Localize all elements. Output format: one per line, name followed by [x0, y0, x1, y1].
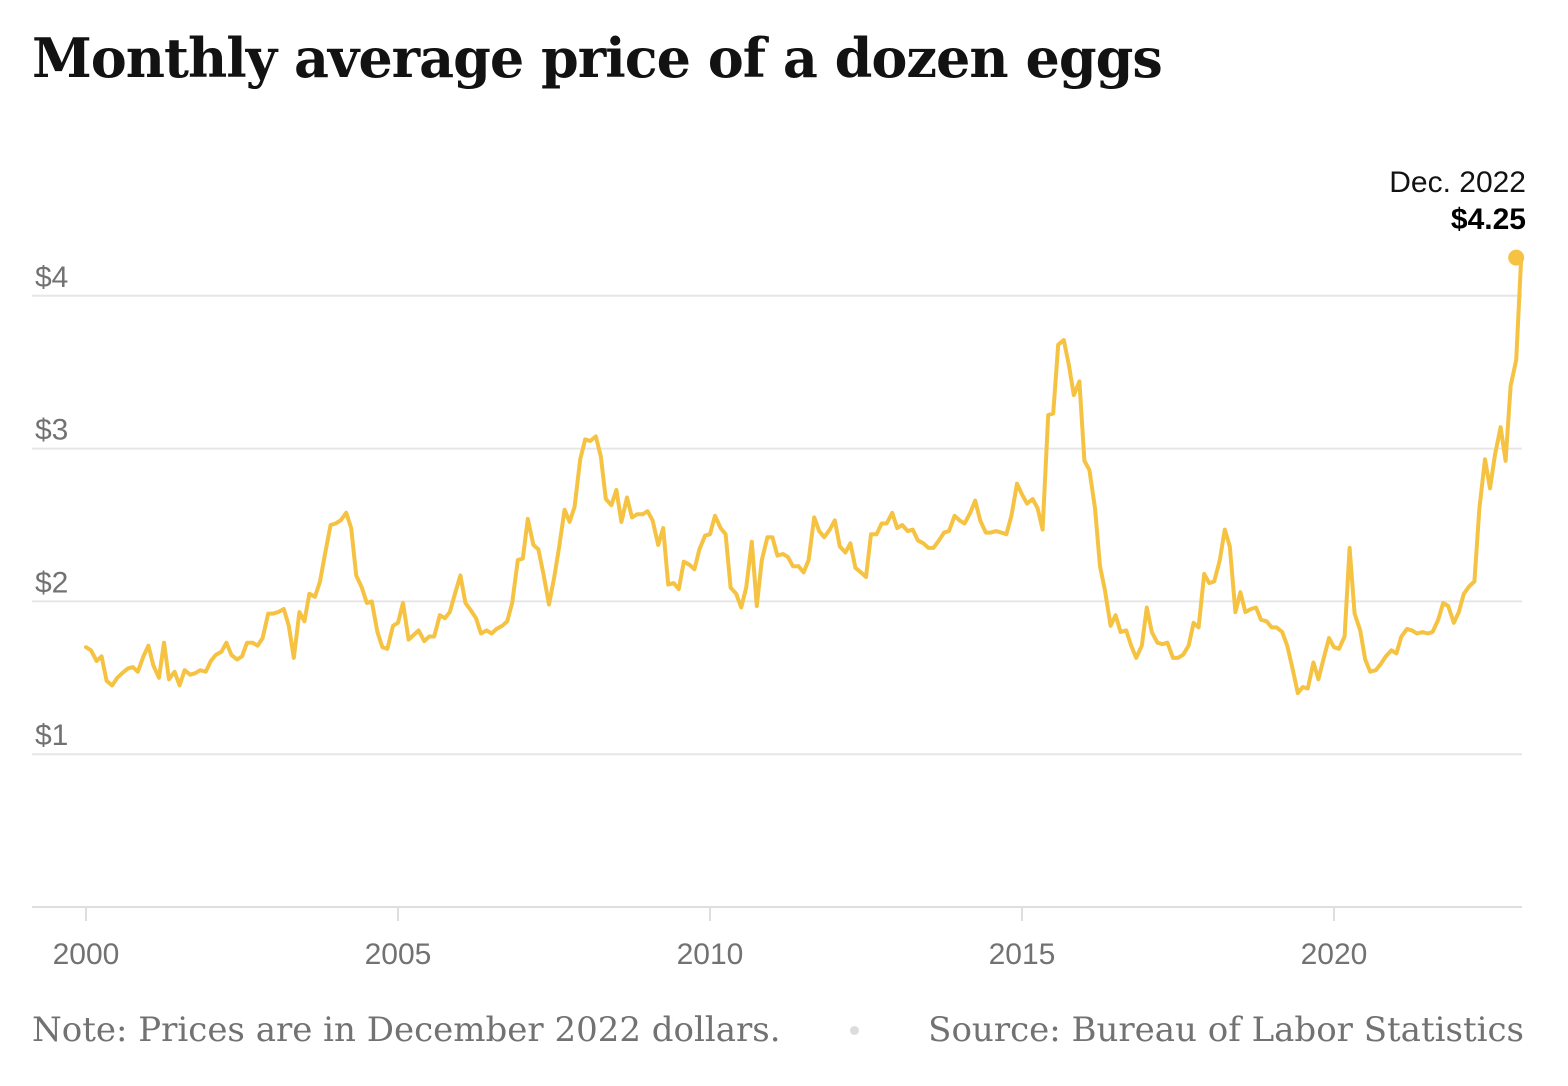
note-text: Note: Prices are in December 2022 dollar…: [32, 1010, 781, 1050]
x-tick-label: 2020: [1301, 938, 1368, 971]
line-chart: $1 $2 $3 $4 2000 2005 2010 2015 2020 Dec. 2022 $…: [32, 166, 1526, 971]
x-tick-label: 2000: [53, 938, 120, 971]
x-tick-label: 2005: [365, 938, 432, 971]
annotation-value: $4.25: [1451, 203, 1526, 236]
x-tick-label: 2015: [989, 938, 1056, 971]
y-axis-ticks: $1 $2 $3 $4: [35, 261, 68, 752]
series-layer: [84, 255, 1524, 696]
gridlines: [32, 294, 1522, 908]
source-text: Source: Bureau of Labor Statistics: [928, 1010, 1524, 1050]
latest-point-marker: [1508, 249, 1525, 266]
x-axis-ticks: 2000 2005 2010 2015 2020: [53, 907, 1368, 971]
y-tick-label: $1: [35, 719, 68, 752]
egg-price-line: [84, 255, 1524, 696]
annotation-date: Dec. 2022: [1389, 166, 1526, 199]
y-tick-label: $2: [35, 566, 68, 599]
chart-title: Monthly average price of a dozen eggs: [32, 26, 1163, 90]
y-tick-label: $4: [35, 261, 68, 294]
annotation-layer: Dec. 2022 $4.25: [1389, 166, 1526, 266]
x-tick-label: 2010: [677, 938, 744, 971]
chart-footer: Note: Prices are in December 2022 dollar…: [32, 1010, 1524, 1050]
y-tick-label: $3: [35, 414, 68, 447]
separator-dot: [849, 1025, 859, 1035]
